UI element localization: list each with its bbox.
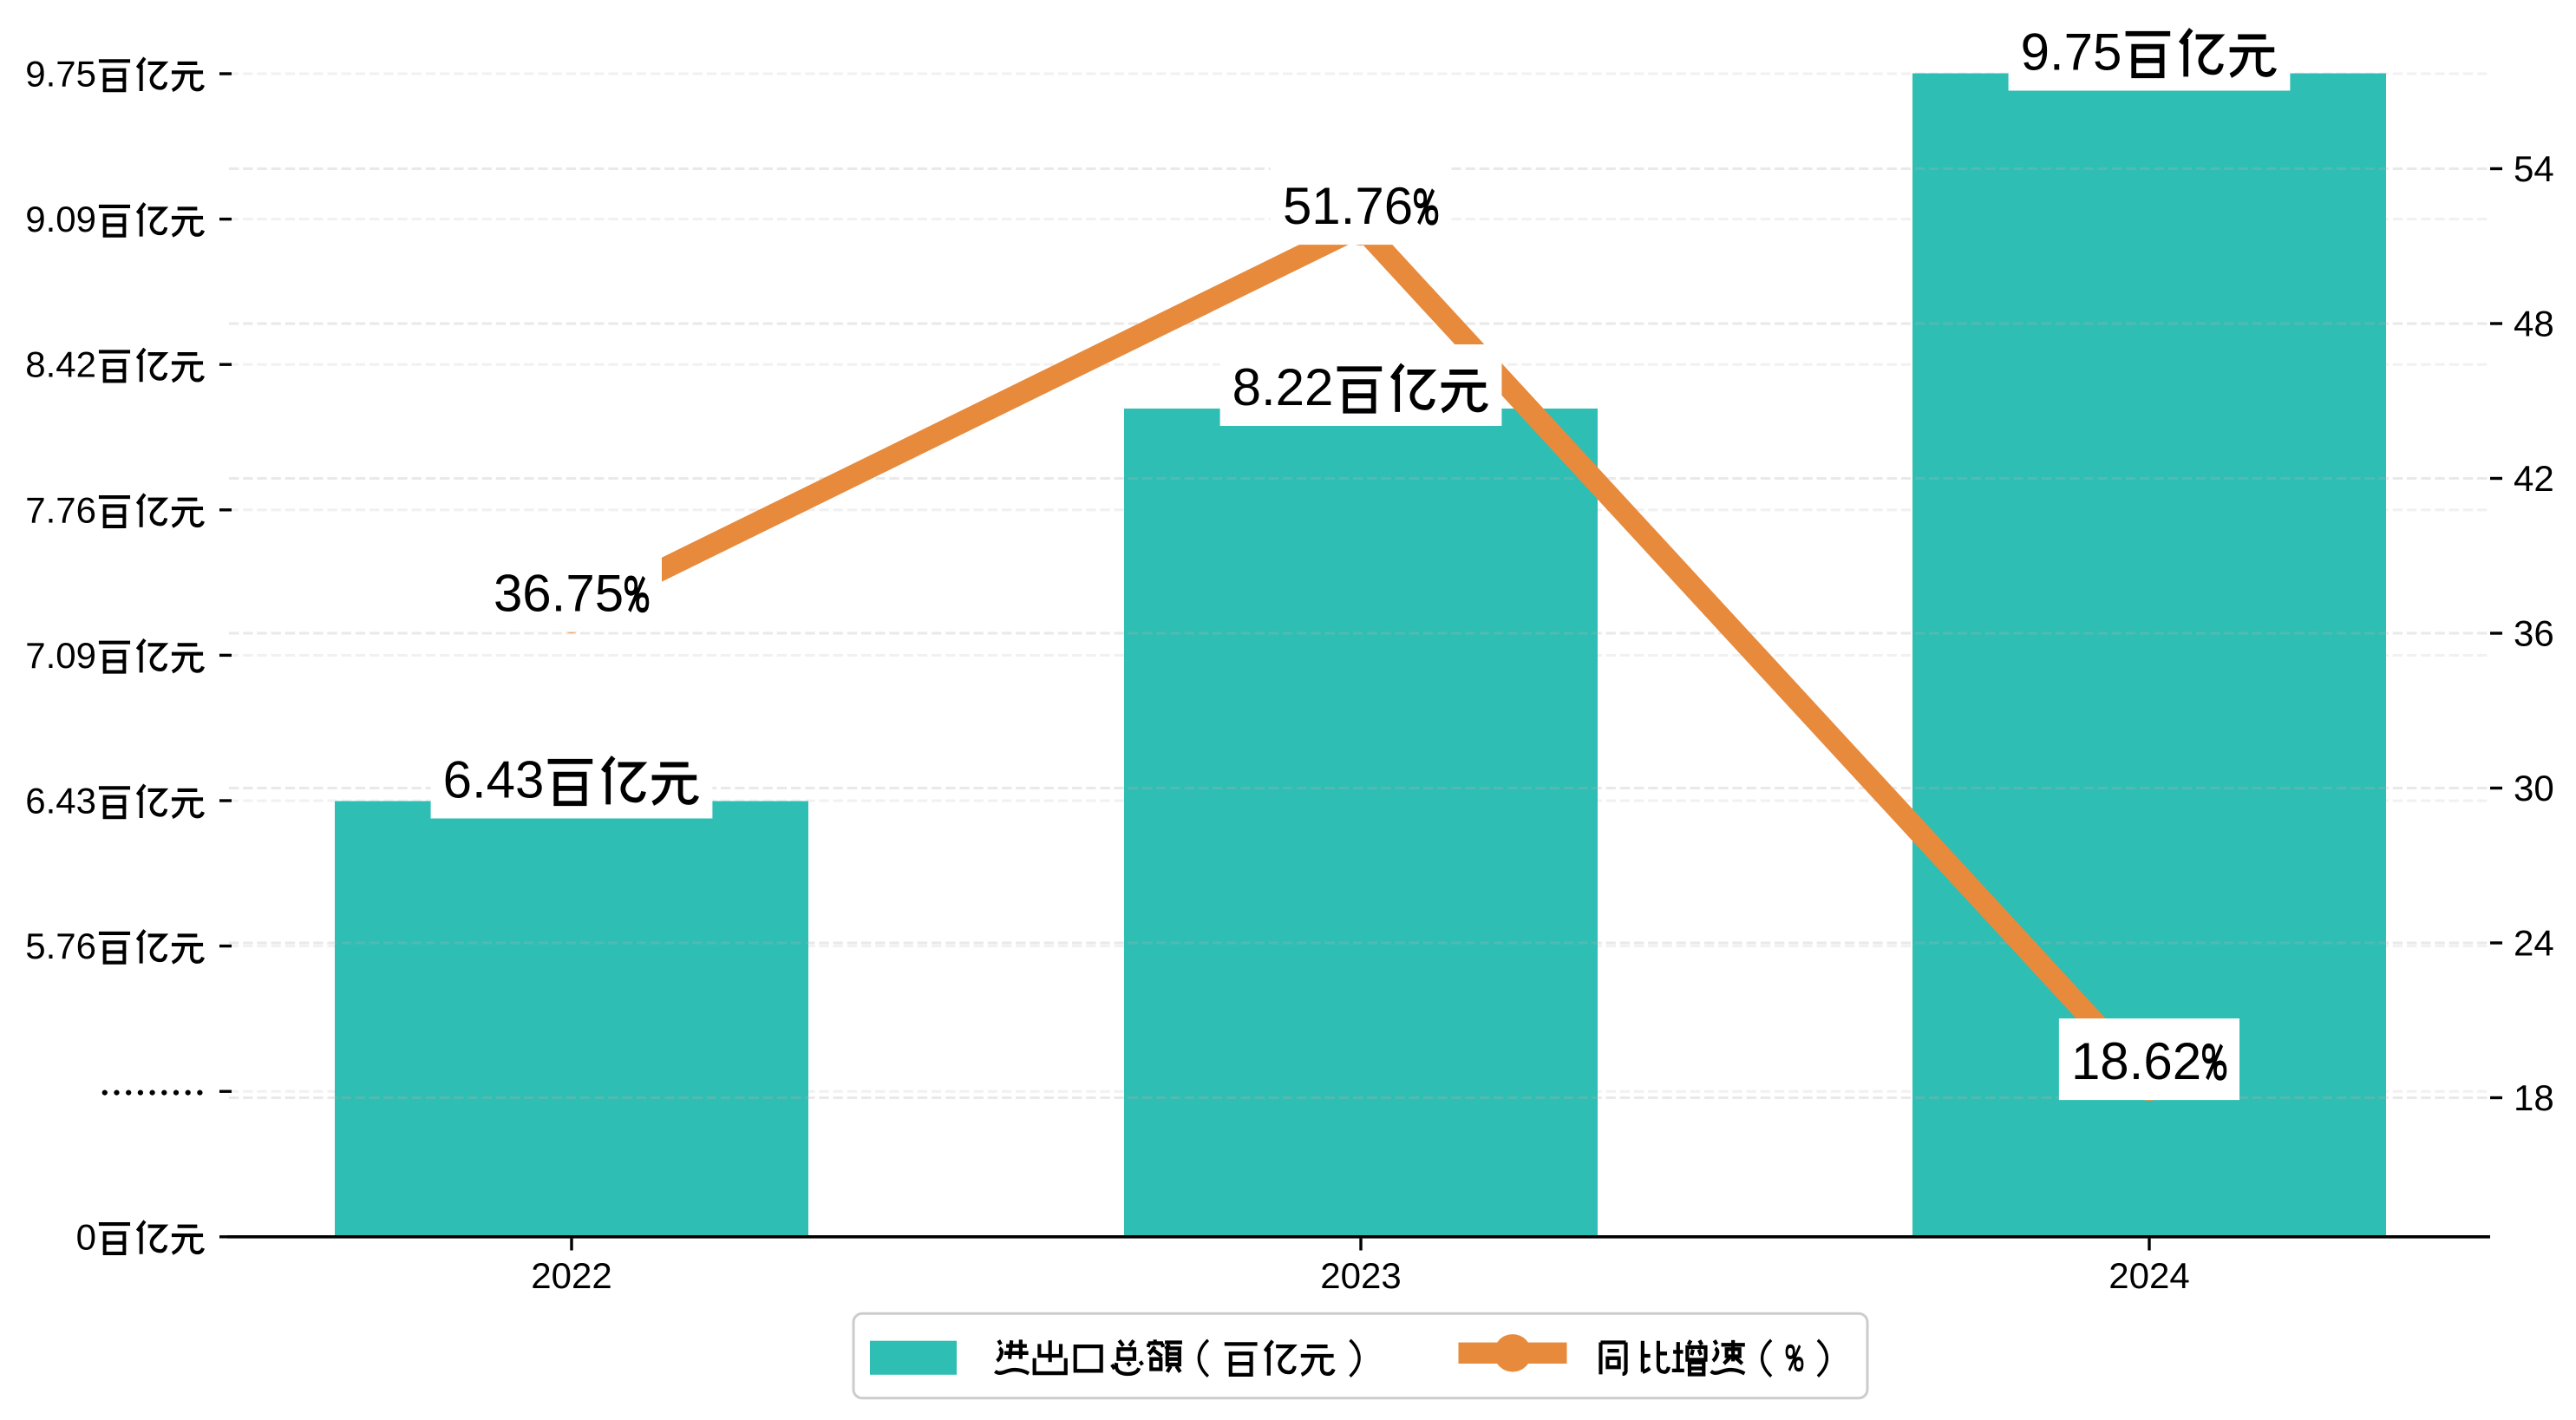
svg-text:36: 36 xyxy=(2514,613,2554,654)
svg-text:8.42: 8.42 xyxy=(25,344,96,385)
svg-text:18: 18 xyxy=(2514,1077,2554,1118)
svg-text:2022: 2022 xyxy=(531,1255,611,1296)
svg-text:18.62: 18.62 xyxy=(2071,1032,2201,1090)
svg-text:9.75: 9.75 xyxy=(25,54,96,95)
svg-text:5.76: 5.76 xyxy=(25,926,96,966)
svg-text:2023: 2023 xyxy=(1320,1255,1401,1296)
svg-text:0: 0 xyxy=(76,1216,96,1257)
svg-text:54: 54 xyxy=(2514,148,2554,189)
svg-text:9.09: 9.09 xyxy=(25,199,96,239)
svg-text:7.76: 7.76 xyxy=(25,489,96,530)
svg-text:48: 48 xyxy=(2514,304,2554,344)
svg-text:2024: 2024 xyxy=(2109,1255,2189,1296)
svg-text:6.43: 6.43 xyxy=(443,751,545,809)
svg-text:7.09: 7.09 xyxy=(25,635,96,676)
svg-text:42: 42 xyxy=(2514,458,2554,499)
svg-text:51.76: 51.76 xyxy=(1283,177,1413,235)
svg-text:30: 30 xyxy=(2514,768,2554,808)
svg-text:36.75: 36.75 xyxy=(494,565,624,623)
svg-text:9.75: 9.75 xyxy=(2021,23,2122,82)
svg-text:6.43: 6.43 xyxy=(25,781,96,821)
svg-text:8.22: 8.22 xyxy=(1232,358,1334,416)
svg-text:24: 24 xyxy=(2514,923,2554,964)
